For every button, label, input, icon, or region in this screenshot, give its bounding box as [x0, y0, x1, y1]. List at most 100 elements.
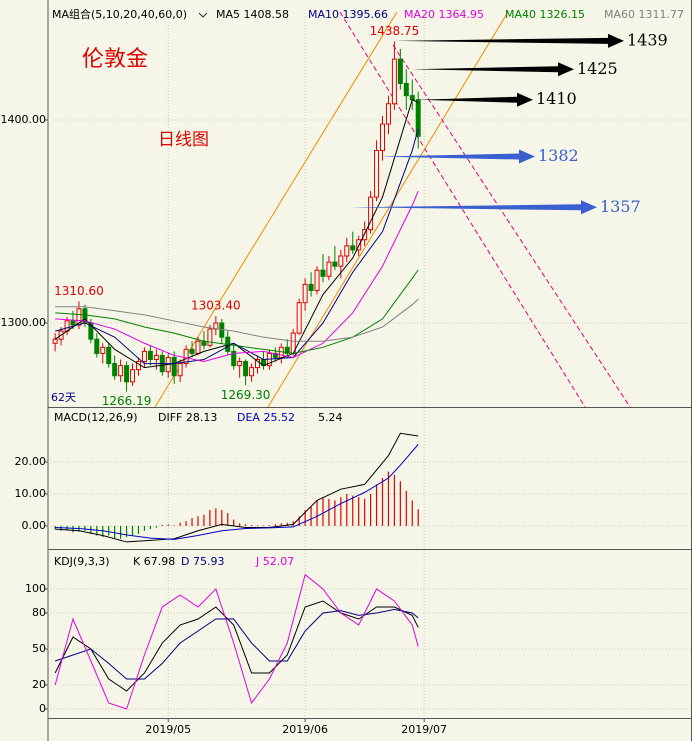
candle-body [118, 365, 124, 377]
kdj-title: KDJ(9,3,3) [54, 555, 110, 568]
indicator-line [55, 298, 419, 342]
candle-body [368, 196, 374, 231]
candle-body [112, 363, 118, 377]
candle-body [385, 103, 391, 125]
legend-entry: DEA 25.52 [237, 411, 295, 424]
candle-body [195, 340, 201, 354]
legend-value: 5.24 [318, 411, 343, 424]
indicator-line [55, 269, 419, 354]
candle-body [70, 320, 76, 326]
legend-name: MA60 [604, 8, 635, 21]
x-tick-label: 2019/06 [282, 723, 328, 736]
arrow-label: 1439 [627, 30, 668, 49]
x-tick-label: 2019/05 [145, 723, 191, 736]
extreme-label: 1438.75 [370, 24, 420, 38]
candle-body [153, 354, 159, 361]
candle-body [141, 350, 147, 363]
legend-name: K [133, 555, 141, 568]
candle-body [314, 269, 320, 291]
candle-body [344, 245, 350, 257]
legend-entry: J 52.07 [255, 555, 294, 568]
channel-line [154, 11, 398, 408]
candle-body [249, 367, 255, 377]
candle-body [379, 123, 385, 151]
chart-subtitle: 日线图 [158, 130, 209, 150]
arrow [418, 92, 533, 107]
indicator-line [55, 444, 419, 540]
legend-value: 75.93 [193, 555, 225, 568]
candle-body [183, 348, 189, 365]
arrow [350, 200, 597, 215]
candle-body [100, 346, 106, 354]
arrow-label: 1425 [577, 59, 618, 78]
indicator-line [55, 128, 419, 365]
legend-value: 67.98 [144, 555, 176, 568]
extreme-label: 1310.60 [54, 284, 104, 298]
candle-body [320, 269, 326, 277]
legend-value: 1364.95 [439, 8, 485, 21]
indicator-line [55, 190, 419, 363]
arrow-label: 1357 [600, 197, 641, 216]
arrow [378, 149, 535, 164]
candle-body [409, 95, 415, 101]
candle-body [177, 363, 183, 377]
candle-body [207, 328, 213, 346]
candle-body [52, 338, 58, 344]
y-tick-label: 0 [39, 702, 46, 715]
legend-name: DIFF [158, 411, 182, 424]
candle-body [403, 82, 409, 97]
macd-title: MACD(12,26,9) [54, 411, 138, 424]
legend-value: 1326.15 [540, 8, 586, 21]
candle-body [296, 302, 302, 334]
x-tick-label: 2019/07 [401, 723, 447, 736]
extreme-label: 1303.40 [191, 299, 241, 313]
candle-body [284, 346, 290, 354]
legend-name: MA5 [216, 8, 240, 21]
candle-body [350, 245, 356, 251]
y-tick-label: 1300.00 [1, 316, 47, 329]
trend-line [392, 44, 631, 408]
indicator-line [54, 573, 419, 710]
period-label: 62天 [51, 391, 76, 404]
candle-body [171, 356, 177, 377]
trend-line [339, 11, 586, 408]
legend-entry: MA10 1395.66 [308, 8, 388, 21]
candle-body [415, 99, 421, 137]
candle-body [374, 149, 380, 198]
legend-name: DEA [237, 411, 260, 424]
legend-value: 1311.77 [639, 8, 685, 21]
arrow [395, 33, 624, 48]
candle-body [124, 365, 130, 383]
candle-body [147, 350, 153, 361]
candle-body [338, 255, 344, 267]
candle-body [189, 348, 195, 354]
indicator-label[interactable]: MA组合(5,10,20,40,60,0) [52, 7, 187, 21]
y-tick-label: 10.00 [15, 487, 47, 500]
arrow [412, 62, 574, 77]
y-tick-label: 1400.00 [1, 113, 47, 126]
indicator-line [55, 432, 419, 543]
candle-body [332, 261, 338, 267]
y-tick-label: 20 [32, 678, 46, 691]
legend-name: MA10 [308, 8, 339, 21]
dropdown-icon[interactable] [198, 12, 208, 18]
arrow-label: 1410 [536, 89, 577, 108]
legend-value: 1408.58 [244, 8, 290, 21]
legend-name: J [255, 555, 259, 568]
y-tick-label: 80 [32, 606, 46, 619]
arrow-label: 1382 [538, 146, 579, 165]
legend-value: 52.07 [263, 555, 295, 568]
extreme-label: 1269.30 [221, 388, 271, 402]
legend-entry: MA40 1326.15 [505, 8, 585, 21]
candle-body [397, 58, 403, 84]
candle-body [94, 338, 100, 354]
legend-entry: K 67.98 [133, 555, 175, 568]
candle-body [237, 361, 243, 367]
candle-body [326, 261, 332, 277]
y-tick-label: 100 [25, 582, 46, 595]
candle-body [302, 283, 308, 304]
legend-value: 28.13 [186, 411, 218, 424]
chart-title: 伦敦金 [82, 47, 148, 72]
